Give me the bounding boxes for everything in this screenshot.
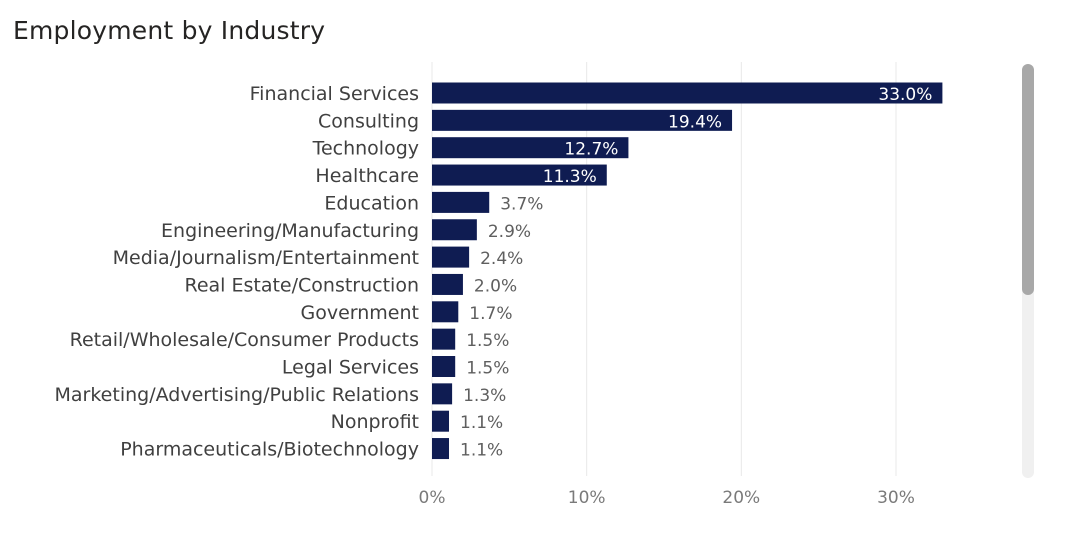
bar[interactable] — [432, 301, 459, 323]
category-label: Media/Journalism/Entertainment — [113, 247, 419, 269]
data-label: 1.5% — [466, 331, 509, 351]
bar[interactable] — [432, 273, 463, 295]
category-label: Engineering/Manufacturing — [161, 220, 419, 242]
x-axis-ticks: 0% 10% 20% 30% — [419, 488, 915, 508]
data-label: 12.7% — [564, 140, 618, 160]
bar[interactable] — [432, 328, 456, 350]
category-label: Consulting — [318, 110, 419, 132]
category-label: Technology — [312, 138, 419, 160]
gridlines — [431, 62, 897, 476]
bar[interactable] — [432, 410, 450, 432]
data-label: 33.0% — [878, 85, 932, 105]
x-tick-label: 0% — [419, 488, 446, 508]
data-label: 3.7% — [500, 194, 543, 214]
value-labels: 33.0% 19.4% 12.7% 11.3%3.7% 2.9% 2.4% 2.0% 1.7%… — [460, 85, 932, 461]
data-label: 19.4% — [668, 112, 722, 132]
chart-title: Employment by Industry — [13, 16, 326, 45]
bar[interactable] — [432, 164, 607, 186]
category-labels: Financial Services Consulting Technology He… — [55, 83, 420, 461]
bar[interactable] — [432, 137, 629, 159]
category-label: Healthcare — [315, 165, 419, 187]
data-label: 2.9% — [488, 222, 531, 242]
x-tick-label: 20% — [722, 488, 760, 508]
data-label: 1.3% — [463, 386, 506, 406]
data-label: 1.1% — [460, 413, 503, 433]
data-label: 1.5% — [466, 359, 509, 379]
category-label: Pharmaceuticals/Biotechnology — [120, 439, 419, 461]
bar[interactable] — [432, 191, 490, 213]
data-label: 1.7% — [469, 304, 512, 324]
x-tick-label: 10% — [568, 488, 606, 508]
category-label: Real Estate/Construction — [184, 274, 419, 296]
category-label: Retail/Wholesale/Consumer Products — [70, 329, 419, 351]
category-label: Government — [301, 302, 420, 324]
category-label: Legal Services — [282, 357, 419, 379]
data-label: 1.1% — [460, 441, 503, 461]
data-label: 11.3% — [543, 167, 597, 187]
scrollbar-thumb[interactable] — [1022, 64, 1034, 295]
bar[interactable] — [432, 219, 477, 241]
bar[interactable] — [432, 356, 456, 377]
category-label: Financial Services — [250, 83, 419, 105]
bar[interactable] — [432, 383, 453, 405]
data-label: 2.4% — [480, 249, 523, 269]
data-label: 2.0% — [474, 276, 517, 296]
bars — [432, 82, 943, 460]
bar[interactable] — [432, 82, 943, 104]
x-tick-label: 30% — [877, 488, 915, 508]
category-label: Education — [324, 192, 419, 214]
category-label: Nonprofit — [331, 411, 419, 433]
bar[interactable] — [432, 246, 470, 268]
bar[interactable] — [432, 438, 450, 460]
bar[interactable] — [432, 109, 733, 131]
category-label: Marketing/Advertising/Public Relations — [55, 384, 420, 406]
